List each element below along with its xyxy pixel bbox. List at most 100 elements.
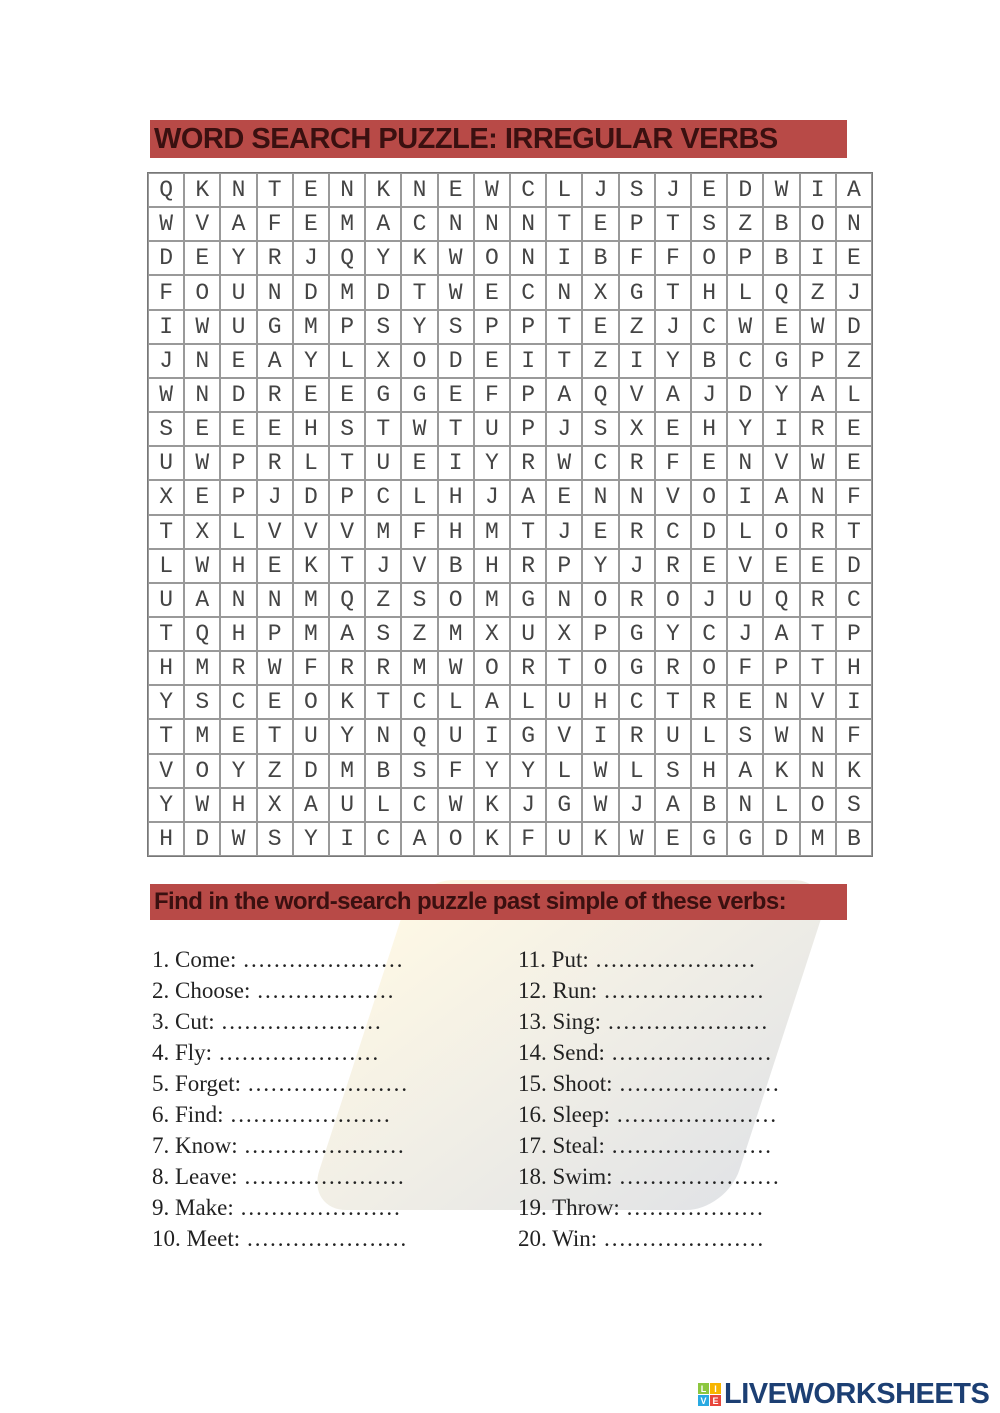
grid-cell[interactable]: N: [473, 207, 510, 242]
answer-blank[interactable]: …………………: [618, 1164, 780, 1189]
grid-cell[interactable]: P: [618, 207, 655, 242]
grid-cell[interactable]: W: [582, 753, 619, 788]
grid-cell[interactable]: Z: [582, 343, 619, 378]
grid-cell[interactable]: Z: [835, 343, 872, 378]
grid-cell[interactable]: C: [835, 582, 872, 617]
grid-cell[interactable]: R: [510, 446, 547, 481]
grid-cell[interactable]: Y: [473, 446, 510, 481]
grid-cell[interactable]: T: [256, 173, 293, 208]
grid-cell[interactable]: E: [256, 412, 293, 447]
grid-cell[interactable]: W: [582, 787, 619, 822]
grid-cell[interactable]: L: [292, 446, 329, 481]
grid-cell[interactable]: Q: [329, 582, 366, 617]
grid-cell[interactable]: H: [148, 651, 185, 686]
grid-cell[interactable]: M: [292, 582, 329, 617]
grid-cell[interactable]: J: [473, 480, 510, 515]
grid-cell[interactable]: L: [546, 753, 583, 788]
grid-cell[interactable]: A: [510, 480, 547, 515]
grid-cell[interactable]: O: [473, 651, 510, 686]
grid-cell[interactable]: A: [546, 377, 583, 413]
grid-cell[interactable]: U: [148, 446, 185, 481]
grid-cell[interactable]: I: [618, 343, 655, 378]
grid-cell[interactable]: F: [292, 651, 329, 686]
grid-cell[interactable]: N: [329, 173, 366, 208]
grid-cell[interactable]: J: [835, 275, 872, 310]
grid-cell[interactable]: P: [256, 616, 293, 652]
grid-cell[interactable]: Y: [148, 787, 185, 822]
grid-cell[interactable]: S: [654, 753, 691, 788]
grid-cell[interactable]: O: [654, 582, 691, 617]
grid-cell[interactable]: E: [184, 241, 221, 276]
grid-cell[interactable]: H: [292, 412, 329, 447]
grid-cell[interactable]: Z: [618, 309, 655, 344]
grid-cell[interactable]: O: [799, 787, 836, 822]
grid-cell[interactable]: C: [510, 173, 547, 208]
grid-cell[interactable]: G: [546, 787, 583, 822]
grid-cell[interactable]: P: [510, 412, 547, 447]
grid-cell[interactable]: E: [763, 548, 800, 583]
grid-cell[interactable]: H: [473, 548, 510, 583]
grid-cell[interactable]: R: [510, 651, 547, 686]
grid-cell[interactable]: L: [365, 787, 402, 822]
grid-cell[interactable]: N: [727, 446, 764, 481]
grid-cell[interactable]: S: [148, 412, 185, 447]
grid-cell[interactable]: E: [184, 412, 221, 447]
grid-cell[interactable]: J: [618, 787, 655, 822]
grid-cell[interactable]: Y: [582, 548, 619, 583]
grid-cell[interactable]: K: [292, 548, 329, 583]
grid-cell[interactable]: E: [256, 548, 293, 583]
grid-cell[interactable]: A: [654, 787, 691, 822]
grid-cell[interactable]: O: [437, 821, 474, 856]
answer-blank[interactable]: …………………: [603, 1226, 765, 1251]
grid-cell[interactable]: N: [365, 719, 402, 754]
grid-cell[interactable]: L: [401, 480, 438, 515]
grid-cell[interactable]: Y: [473, 753, 510, 788]
grid-cell[interactable]: I: [510, 343, 547, 378]
grid-cell[interactable]: K: [329, 685, 366, 720]
grid-cell[interactable]: I: [799, 173, 836, 208]
grid-cell[interactable]: X: [184, 514, 221, 549]
grid-cell[interactable]: E: [691, 548, 728, 583]
grid-cell[interactable]: S: [727, 719, 764, 754]
grid-cell[interactable]: I: [835, 685, 872, 720]
grid-cell[interactable]: P: [329, 309, 366, 344]
grid-cell[interactable]: X: [582, 275, 619, 310]
grid-cell[interactable]: J: [691, 582, 728, 617]
grid-cell[interactable]: C: [401, 787, 438, 822]
grid-cell[interactable]: J: [546, 514, 583, 549]
grid-cell[interactable]: A: [835, 173, 872, 208]
grid-cell[interactable]: E: [220, 343, 257, 378]
grid-cell[interactable]: E: [835, 446, 872, 481]
grid-cell[interactable]: Q: [329, 241, 366, 276]
grid-cell[interactable]: N: [510, 241, 547, 276]
grid-cell[interactable]: E: [691, 173, 728, 208]
grid-cell[interactable]: N: [220, 582, 257, 617]
grid-cell[interactable]: Y: [329, 719, 366, 754]
grid-cell[interactable]: D: [292, 480, 329, 515]
grid-cell[interactable]: F: [618, 241, 655, 276]
grid-cell[interactable]: O: [473, 241, 510, 276]
grid-cell[interactable]: J: [256, 480, 293, 515]
grid-cell[interactable]: E: [220, 719, 257, 754]
grid-cell[interactable]: W: [148, 207, 185, 242]
grid-cell[interactable]: W: [473, 173, 510, 208]
grid-cell[interactable]: C: [220, 685, 257, 720]
grid-cell[interactable]: E: [727, 685, 764, 720]
grid-cell[interactable]: Y: [654, 343, 691, 378]
grid-cell[interactable]: N: [618, 480, 655, 515]
grid-cell[interactable]: V: [763, 446, 800, 481]
grid-cell[interactable]: O: [691, 480, 728, 515]
grid-cell[interactable]: W: [184, 309, 221, 344]
grid-cell[interactable]: D: [437, 343, 474, 378]
grid-cell[interactable]: T: [799, 651, 836, 686]
grid-cell[interactable]: S: [582, 412, 619, 447]
grid-cell[interactable]: B: [763, 207, 800, 242]
grid-cell[interactable]: T: [546, 343, 583, 378]
grid-cell[interactable]: L: [437, 685, 474, 720]
grid-cell[interactable]: A: [654, 377, 691, 413]
grid-cell[interactable]: L: [835, 377, 872, 413]
grid-cell[interactable]: E: [437, 173, 474, 208]
grid-cell[interactable]: Y: [220, 241, 257, 276]
grid-cell[interactable]: J: [365, 548, 402, 583]
grid-cell[interactable]: G: [618, 651, 655, 686]
